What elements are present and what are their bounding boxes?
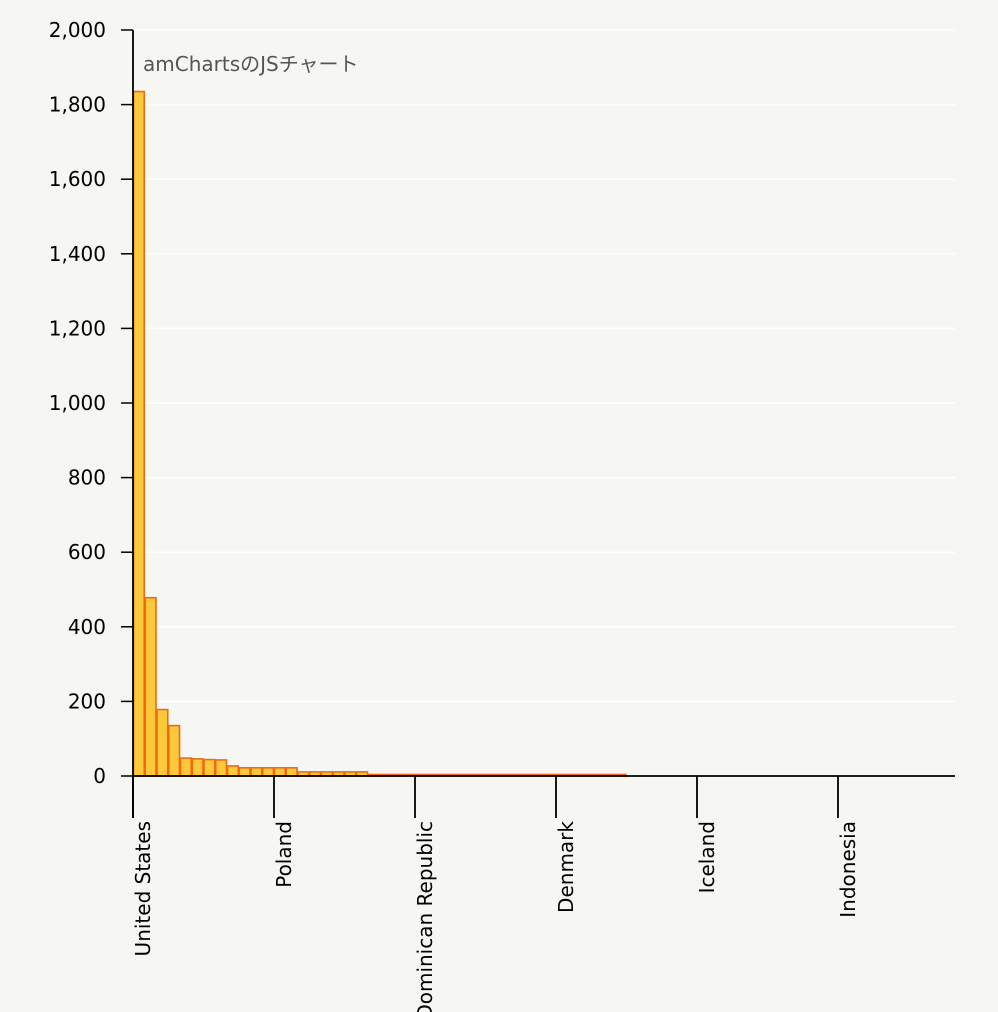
bar[interactable] (214, 759, 228, 777)
bar[interactable] (179, 757, 193, 777)
y-tick-label: 1,200 (49, 316, 106, 340)
y-axis-ticks: 0 200 400 600 800 1,000 1,200 1,400 1,600 1,800 2,… (49, 18, 133, 788)
y-tick-label: 2,000 (49, 18, 106, 42)
grid-lines (133, 29, 955, 703)
bar[interactable] (238, 766, 251, 777)
bar[interactable] (285, 766, 298, 777)
y-tick-label: 1,000 (49, 391, 106, 415)
bar[interactable] (144, 596, 157, 777)
y-tick-label: 0 (93, 764, 106, 788)
bar[interactable] (167, 724, 181, 777)
y-tick-label: 600 (68, 540, 106, 564)
x-tick-label: Poland (272, 821, 296, 888)
bars (132, 90, 627, 777)
y-tick-label: 800 (68, 466, 106, 490)
x-tick-label: Denmark (554, 821, 578, 913)
x-tick-label: Dominican Republic (413, 821, 437, 1012)
bar[interactable] (191, 758, 204, 777)
bar[interactable] (156, 708, 169, 777)
bar[interactable] (250, 766, 263, 777)
x-axis-ticks: United States Poland Dominican Republic Den… (131, 776, 860, 1012)
y-tick-label: 400 (68, 615, 106, 639)
bar[interactable] (132, 90, 146, 777)
bar[interactable] (273, 766, 287, 777)
y-tick-label: 200 (68, 689, 106, 713)
x-tick-label: United States (131, 821, 155, 956)
x-tick-label: Indonesia (836, 821, 860, 918)
y-tick-label: 1,600 (49, 167, 106, 191)
y-tick-label: 1,800 (49, 93, 106, 117)
bar[interactable] (203, 758, 216, 777)
x-tick-label: Iceland (695, 821, 719, 893)
axes (132, 30, 955, 818)
bar[interactable] (261, 766, 275, 777)
chart-credit-text[interactable]: amChartsのJSチャート (143, 52, 359, 76)
y-tick-label: 1,400 (49, 242, 106, 266)
bar[interactable] (226, 765, 240, 777)
